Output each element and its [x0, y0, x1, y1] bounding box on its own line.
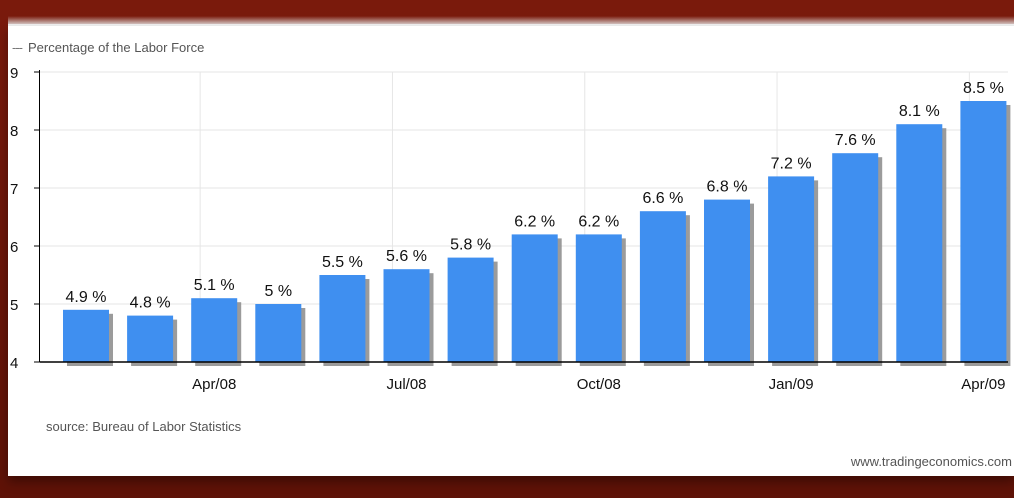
bar: [896, 124, 943, 362]
y-tick-label: 9: [10, 65, 18, 82]
x-tick-label: Jul/08: [386, 376, 426, 393]
y-tick-label: 7: [10, 181, 18, 198]
website-credit: www.tradingeconomics.com: [850, 454, 1012, 469]
bar: [575, 234, 622, 362]
bar: [768, 176, 815, 362]
data-label: 7.2 %: [771, 155, 812, 172]
bar: [447, 257, 494, 362]
x-tick-label: Jan/09: [769, 376, 814, 393]
legend-label: Percentage of the Labor Force: [28, 40, 205, 55]
source-note: source: Bureau of Labor Statistics: [46, 419, 242, 434]
data-label: 8.5 %: [963, 80, 1004, 97]
legend-line-icon: ---: [12, 40, 23, 55]
bar: [63, 309, 109, 362]
data-label: 7.6 %: [835, 132, 876, 149]
x-tick-label: Apr/09: [961, 376, 1005, 393]
chart-axes: 4 5 6 7 8 9 Apr/08 Jul/08 Oct/08 Jan/09 Apr/09: [10, 65, 1008, 393]
data-label: 5.8 %: [450, 237, 491, 254]
data-label: 4.9 %: [66, 289, 107, 306]
bar: [639, 211, 686, 362]
y-tick-label: 6: [10, 239, 18, 256]
y-tick-label: 4: [10, 355, 18, 372]
x-tick-label: Apr/08: [192, 376, 236, 393]
bar: [511, 234, 558, 362]
data-label: 5 %: [265, 283, 293, 300]
bar: [832, 153, 879, 362]
bar: [127, 315, 174, 362]
data-label: 5.1 %: [194, 277, 235, 294]
data-label: 6.2 %: [514, 213, 555, 230]
bar: [191, 298, 238, 362]
data-label: 5.6 %: [386, 248, 427, 265]
chart-bars: [63, 101, 1011, 366]
chart-legend: --- Percentage of the Labor Force: [12, 40, 204, 55]
bar: [960, 101, 1007, 362]
bar: [255, 304, 302, 362]
data-label: 6.8 %: [707, 179, 748, 196]
y-tick-label: 5: [10, 297, 18, 314]
data-label: 5.5 %: [322, 254, 363, 271]
data-label: 6.2 %: [578, 213, 619, 230]
data-label: 4.8 %: [130, 295, 171, 312]
bar: [383, 269, 430, 362]
x-tick-label: Oct/08: [577, 376, 621, 393]
y-tick-label: 8: [10, 123, 18, 140]
data-label: 8.1 %: [899, 103, 940, 120]
bar: [704, 199, 750, 362]
chart-data-labels: 4.9 % 4.8 % 5.1 % 5 % 5.5 % 5.6 % 5.8 % 6.2 % 6.…: [66, 80, 1004, 312]
bar: [319, 275, 366, 362]
data-label: 6.6 %: [642, 190, 683, 207]
